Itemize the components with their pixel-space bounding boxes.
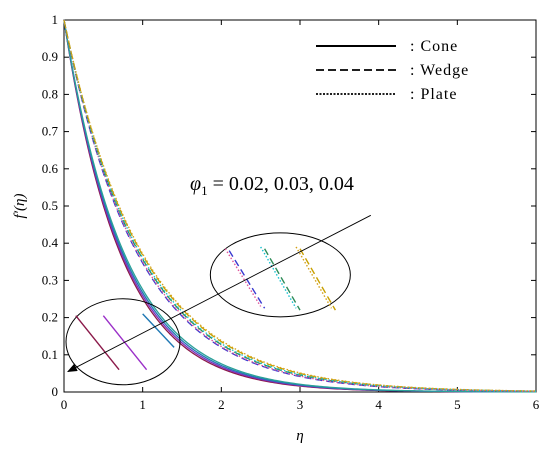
series-line-wedge-5: [63, 19, 537, 392]
phi-annotation-text: φ1 = 0.02, 0.03, 0.04: [190, 173, 354, 198]
zoom-mark-right-3: [263, 248, 301, 311]
zoom-ellipse-left: [65, 298, 181, 386]
trend-arrow: [67, 214, 372, 372]
y-tick-label: 0.1: [42, 347, 58, 362]
zoom-mark-right-5: [299, 248, 337, 311]
y-tick-label: 0.7: [42, 124, 59, 139]
y-tick-label: 0.9: [42, 49, 58, 64]
legend-label: : Cone: [410, 38, 458, 55]
phi-values: = 0.02, 0.03, 0.04: [208, 173, 354, 195]
x-tick-label: 4: [375, 397, 382, 412]
y-tick-label: 0: [52, 384, 59, 399]
x-tick-label: 1: [139, 397, 146, 412]
zoom-mark-left-1: [102, 315, 148, 371]
y-tick-label: 0.5: [42, 198, 58, 213]
phi-subscript: 1: [201, 183, 208, 198]
axes: 0 1 2 3 4 5 6 0 0.1 0.2 0.3 0.4 0.5 0.6 0.7 0.8 0.9 1 η f′(…: [12, 12, 540, 444]
zoom-mark-right-4: [295, 246, 333, 309]
legend-label: : Wedge: [410, 62, 469, 79]
y-tick-label: 0.6: [42, 161, 59, 176]
zoom-mark-left-2: [142, 313, 175, 348]
y-tick-label: 0.3: [42, 272, 58, 287]
phi-symbol: φ: [190, 173, 201, 195]
x-tick-label: 0: [61, 397, 68, 412]
zoom-ellipse-right: [209, 232, 351, 318]
y-tick-label: 0.2: [42, 310, 58, 325]
series-lines: [63, 19, 537, 393]
zoom-mark-right-0: [224, 248, 262, 307]
x-tick-label: 3: [297, 397, 304, 412]
y-tick-label: 1: [52, 12, 59, 27]
phi-annotation: φ1 = 0.02, 0.03, 0.04: [190, 173, 354, 198]
y-axis-label: f′(η): [12, 194, 28, 219]
x-tick-label: 5: [454, 397, 461, 412]
series-line-wedge-4: [63, 19, 537, 393]
x-tick-label: 2: [218, 397, 225, 412]
legend: : Cone : Wedge : Plate: [316, 38, 469, 103]
zoom-mark-left-0: [75, 315, 120, 371]
zoom-annotations: [65, 214, 372, 386]
legend-label: : Plate: [410, 86, 457, 103]
y-tick-label: 0.4: [42, 235, 59, 250]
x-axis-label: η: [296, 428, 303, 444]
series-line-cone-3: [63, 19, 537, 393]
zoom-mark-right-2: [260, 246, 297, 309]
series-line-plate-9: [63, 19, 537, 392]
y-tick-label: 0.8: [42, 86, 58, 101]
x-tick-label: 6: [533, 397, 540, 412]
